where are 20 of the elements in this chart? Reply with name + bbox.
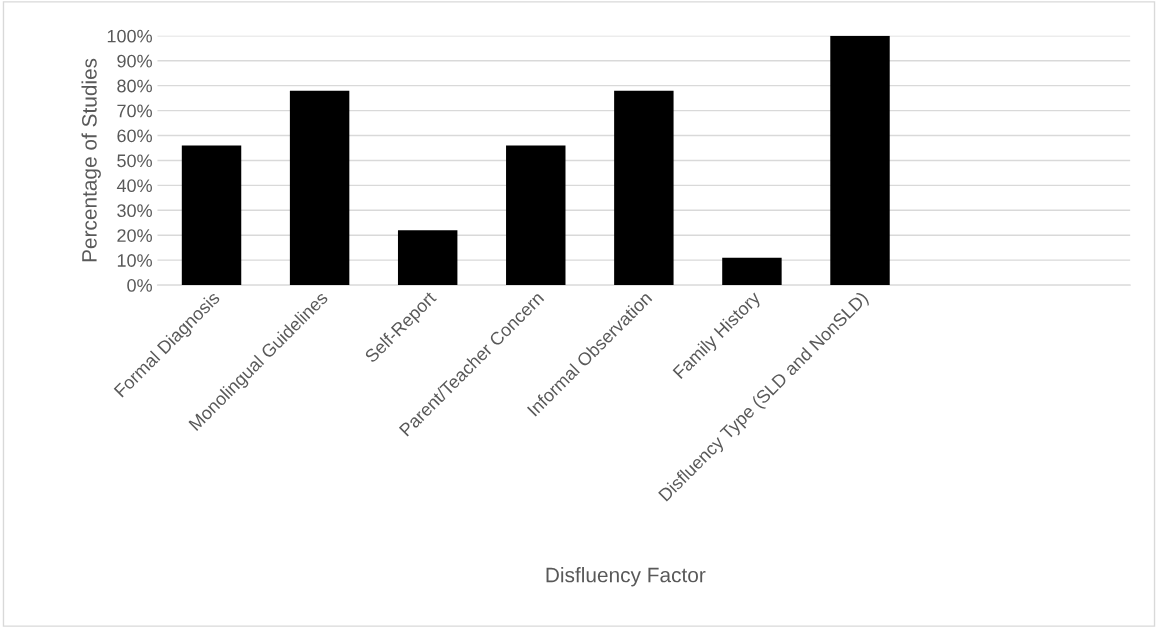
y-tick-label: 70% [117,104,152,118]
y-axis-title: Percentage of Studies [81,58,101,262]
bar [289,90,350,286]
bar [614,90,674,286]
y-tick-label: 10% [117,254,152,267]
y-tick-label: 20% [117,229,152,242]
x-axis-title: Disfluency Factor [546,567,706,587]
y-tick-label: 100% [107,29,152,43]
bar [722,257,782,286]
y-tick-label: 90% [117,54,152,68]
y-tick-label: 40% [116,179,152,193]
y-tick-label: 0% [127,279,152,292]
bar [181,145,242,286]
y-tick-label: 50% [117,154,152,168]
bar [397,230,458,286]
bar [830,35,890,286]
y-tick-label: 80% [117,79,152,93]
bar [506,145,566,286]
y-tick-label: 30% [117,204,152,218]
y-tick-label: 60% [117,129,152,143]
